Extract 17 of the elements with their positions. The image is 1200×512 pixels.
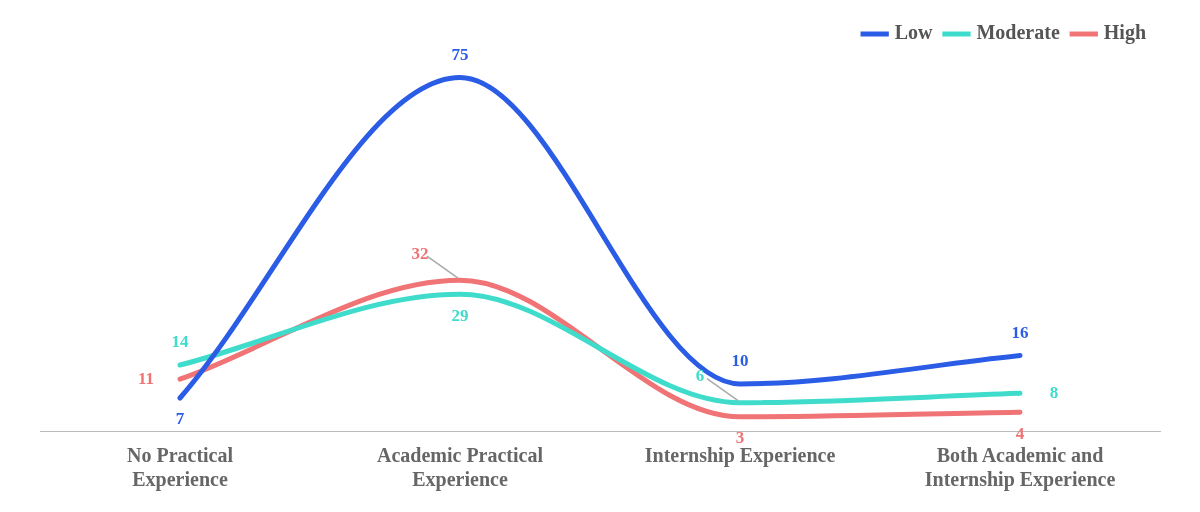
- x-tick-label: Both Academic and Internship Experience: [924, 444, 1116, 492]
- legend-label: High: [1103, 21, 1147, 45]
- data-label: 16: [1011, 322, 1029, 342]
- data-label: 6: [695, 366, 705, 386]
- data-label: 11: [137, 368, 155, 388]
- x-tick-label: No Practical Experience: [126, 444, 234, 492]
- data-label: 14: [171, 332, 189, 352]
- data-label: 8: [1049, 382, 1059, 402]
- legend-label: Moderate: [976, 21, 1060, 44]
- data-label: 29: [451, 305, 469, 325]
- data-label: 10: [731, 351, 749, 371]
- data-label: 75: [451, 44, 469, 64]
- legend-label: Low: [894, 21, 934, 44]
- x-tick-label: Academic Practical Experience: [376, 444, 544, 492]
- data-label: 7: [175, 409, 185, 429]
- data-label: 4: [1015, 423, 1025, 443]
- data-label: 32: [411, 243, 429, 263]
